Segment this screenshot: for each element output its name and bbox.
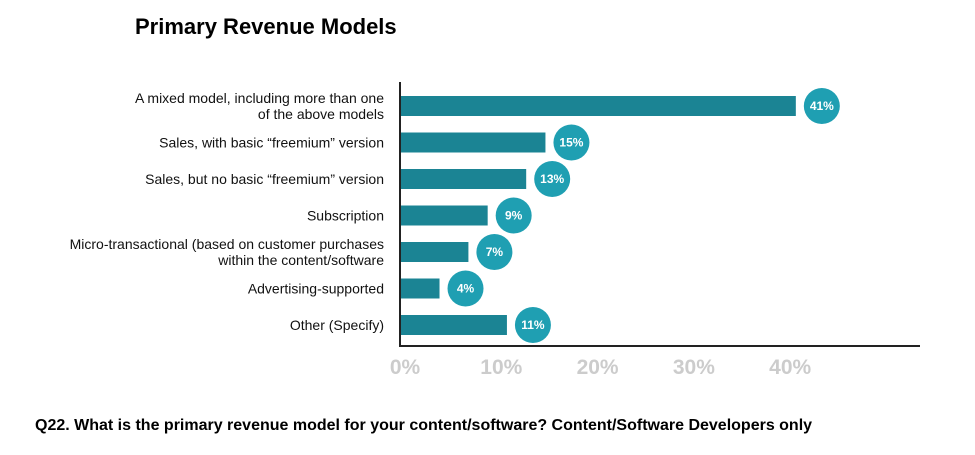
data-label-circle-4	[476, 234, 513, 270]
data-label-circle-0	[803, 88, 840, 124]
x-tick-label-0: 0%	[390, 356, 421, 379]
category-label-1: Sales, with basic “freemium” version	[159, 135, 384, 151]
category-label-2: Sales, but no basic “freemium” version	[145, 171, 384, 187]
data-label-circle-2	[534, 161, 571, 197]
bar-3	[401, 205, 488, 226]
category-label-6: Other (Specify)	[290, 317, 384, 333]
bar-0	[401, 96, 796, 116]
bar-1	[401, 132, 546, 153]
category-label-4: Micro-transactional (based on customer p…	[70, 236, 385, 268]
category-label-5: Advertising-supported	[248, 281, 384, 297]
data-label-5: 4%	[457, 282, 475, 296]
chart-title: Primary Revenue Models	[135, 14, 397, 39]
bar-5	[401, 278, 440, 299]
x-tick-label-1: 10%	[480, 356, 522, 379]
x-tick-label-4: 40%	[769, 356, 811, 379]
data-label-6: 11%	[521, 318, 545, 332]
bar-2	[401, 169, 527, 189]
data-label-3: 9%	[505, 209, 523, 223]
bar-4	[401, 242, 469, 262]
x-tick-label-2: 20%	[577, 356, 619, 379]
bar-6	[401, 315, 507, 335]
data-label-circle-3	[495, 197, 532, 234]
data-label-circle-6	[514, 307, 551, 343]
category-label-0: A mixed model, including more than one of…	[135, 90, 384, 122]
data-label-4: 7%	[486, 245, 504, 259]
data-label-1: 15%	[559, 136, 583, 150]
data-label-0: 41%	[810, 99, 834, 113]
x-tick-label-3: 30%	[673, 356, 715, 379]
data-label-circle-1	[553, 124, 590, 161]
question-caption: Q22. What is the primary revenue model f…	[35, 417, 813, 434]
category-label-3: Subscription	[307, 208, 384, 224]
data-label-2: 13%	[540, 172, 564, 186]
data-label-circle-5	[447, 270, 484, 307]
